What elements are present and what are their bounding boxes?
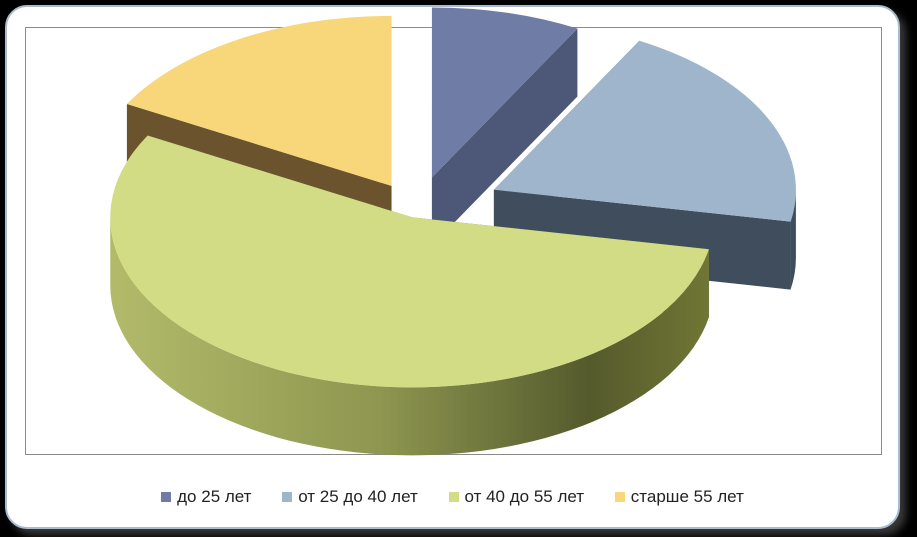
- slice-0-top: [431, 7, 578, 178]
- slice-3-top: [126, 15, 392, 186]
- slice-2-outer-wall: [110, 217, 709, 456]
- slice-1-outer-wall: [790, 189, 796, 290]
- legend-item-1: от 25 до 40 лет: [282, 487, 418, 507]
- legend-label-2: от 40 до 55 лет: [464, 487, 585, 506]
- legend-swatch-0: [161, 492, 172, 502]
- pie-slice-2: [110, 135, 709, 456]
- slice-1-top: [493, 40, 796, 222]
- legend-item-0: до 25 лет: [161, 487, 251, 507]
- legend-item-3: старше 55 лет: [614, 487, 744, 507]
- slice-2-top: [110, 135, 709, 388]
- legend-label-0: до 25 лет: [177, 487, 252, 506]
- legend-swatch-1: [282, 492, 293, 502]
- legend-label-1: от 25 до 40 лет: [298, 487, 418, 506]
- legend: до 25 лет от 25 до 40 лет от 40 до 55 ле…: [7, 487, 898, 507]
- legend-item-2: от 40 до 55 лет: [448, 487, 585, 507]
- chart-frame: до 25 лет от 25 до 40 лет от 40 до 55 ле…: [5, 5, 900, 529]
- pie-slice-1: [493, 40, 796, 290]
- pie-chart: [110, 7, 796, 456]
- slice-0-cut-wall-1: [431, 28, 578, 246]
- legend-swatch-2: [448, 492, 459, 502]
- legend-swatch-3: [614, 492, 625, 502]
- pie-slice-0: [431, 7, 578, 246]
- legend-label-3: старше 55 лет: [630, 487, 744, 506]
